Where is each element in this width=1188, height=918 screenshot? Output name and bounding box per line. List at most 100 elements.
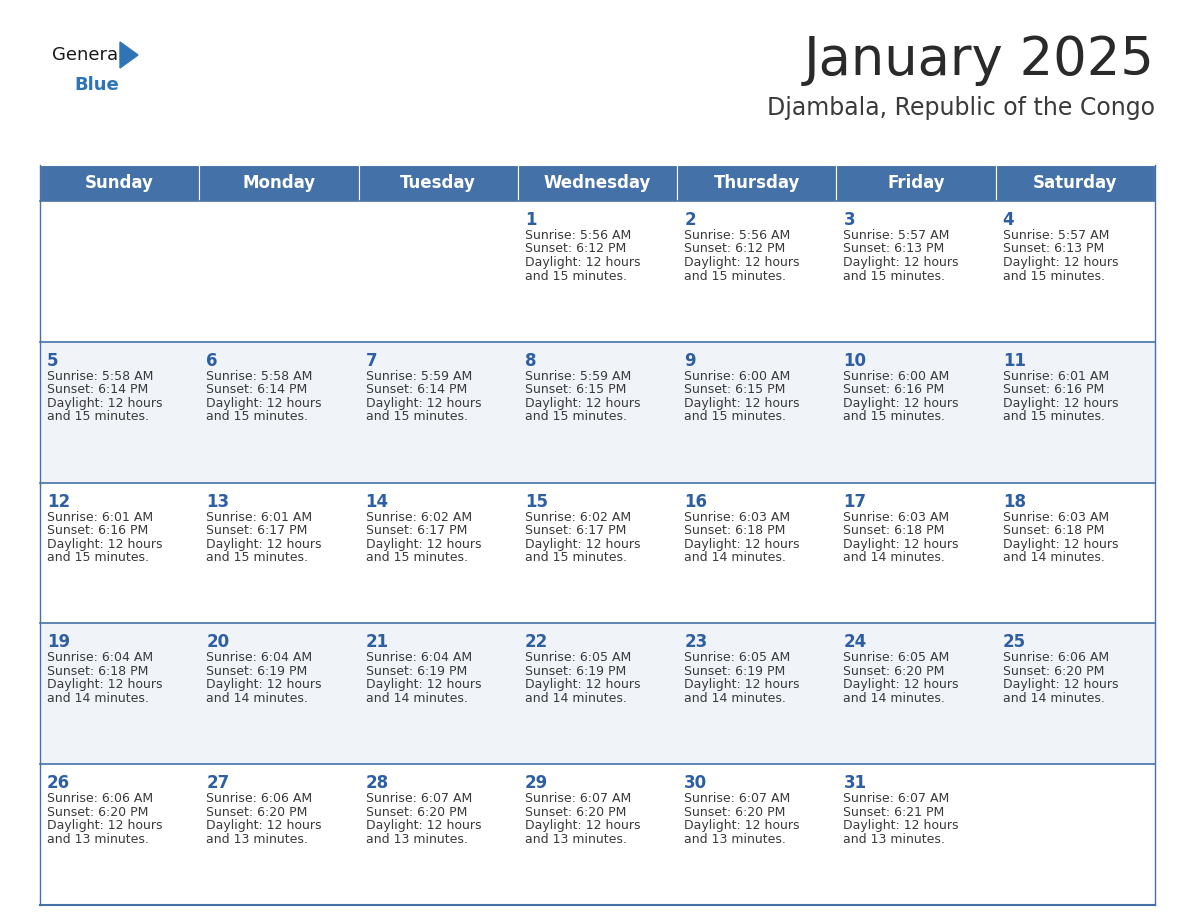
Text: Daylight: 12 hours: Daylight: 12 hours [684, 397, 800, 409]
Text: 24: 24 [843, 633, 867, 652]
Text: and 14 minutes.: and 14 minutes. [1003, 692, 1105, 705]
Text: Blue: Blue [74, 76, 119, 94]
Text: 15: 15 [525, 493, 548, 510]
Text: and 13 minutes.: and 13 minutes. [843, 833, 946, 845]
Text: Sunset: 6:16 PM: Sunset: 6:16 PM [1003, 384, 1104, 397]
Text: 19: 19 [48, 633, 70, 652]
Text: Djambala, Republic of the Congo: Djambala, Republic of the Congo [767, 96, 1155, 120]
Text: and 15 minutes.: and 15 minutes. [843, 410, 946, 423]
Text: Daylight: 12 hours: Daylight: 12 hours [684, 538, 800, 551]
Text: and 14 minutes.: and 14 minutes. [1003, 551, 1105, 564]
Text: Sunrise: 6:06 AM: Sunrise: 6:06 AM [48, 792, 153, 805]
Text: and 14 minutes.: and 14 minutes. [843, 692, 946, 705]
Bar [40, 483, 1155, 623]
Text: Sunrise: 6:05 AM: Sunrise: 6:05 AM [684, 652, 790, 665]
Text: and 15 minutes.: and 15 minutes. [48, 410, 148, 423]
Text: Sunrise: 5:56 AM: Sunrise: 5:56 AM [525, 229, 631, 242]
Text: and 15 minutes.: and 15 minutes. [525, 410, 627, 423]
Text: Sunrise: 5:56 AM: Sunrise: 5:56 AM [684, 229, 790, 242]
Text: Sunrise: 5:57 AM: Sunrise: 5:57 AM [1003, 229, 1110, 242]
Text: Tuesday: Tuesday [400, 174, 476, 192]
Text: and 15 minutes.: and 15 minutes. [843, 270, 946, 283]
Bar [677, 165, 836, 201]
Text: and 15 minutes.: and 15 minutes. [207, 551, 308, 564]
Text: Daylight: 12 hours: Daylight: 12 hours [843, 538, 959, 551]
Text: 11: 11 [1003, 352, 1025, 370]
Text: 31: 31 [843, 774, 866, 792]
Text: 27: 27 [207, 774, 229, 792]
Text: 23: 23 [684, 633, 707, 652]
Text: and 13 minutes.: and 13 minutes. [525, 833, 627, 845]
Text: Sunrise: 6:04 AM: Sunrise: 6:04 AM [48, 652, 153, 665]
Text: and 14 minutes.: and 14 minutes. [207, 692, 308, 705]
Text: 9: 9 [684, 352, 696, 370]
Text: Sunset: 6:15 PM: Sunset: 6:15 PM [525, 384, 626, 397]
Text: Sunset: 6:19 PM: Sunset: 6:19 PM [525, 665, 626, 677]
Text: Daylight: 12 hours: Daylight: 12 hours [1003, 256, 1118, 269]
Text: Thursday: Thursday [714, 174, 800, 192]
Bar [40, 165, 200, 201]
Text: General: General [52, 46, 124, 64]
Text: and 14 minutes.: and 14 minutes. [684, 551, 786, 564]
Text: Sunrise: 6:06 AM: Sunrise: 6:06 AM [1003, 652, 1108, 665]
Text: 17: 17 [843, 493, 866, 510]
Text: and 14 minutes.: and 14 minutes. [366, 692, 467, 705]
Text: Sunrise: 6:02 AM: Sunrise: 6:02 AM [366, 510, 472, 523]
Text: Sunrise: 5:58 AM: Sunrise: 5:58 AM [48, 370, 153, 383]
Text: Sunset: 6:20 PM: Sunset: 6:20 PM [525, 806, 626, 819]
Text: Sunset: 6:14 PM: Sunset: 6:14 PM [366, 384, 467, 397]
Bar [40, 623, 1155, 764]
Text: 26: 26 [48, 774, 70, 792]
Text: Sunset: 6:18 PM: Sunset: 6:18 PM [1003, 524, 1104, 537]
Text: 8: 8 [525, 352, 536, 370]
Text: 14: 14 [366, 493, 388, 510]
Text: Sunrise: 6:01 AM: Sunrise: 6:01 AM [48, 510, 153, 523]
Text: Daylight: 12 hours: Daylight: 12 hours [1003, 678, 1118, 691]
Text: Sunrise: 6:03 AM: Sunrise: 6:03 AM [684, 510, 790, 523]
Bar [836, 165, 996, 201]
Text: Daylight: 12 hours: Daylight: 12 hours [684, 819, 800, 833]
Text: Daylight: 12 hours: Daylight: 12 hours [366, 678, 481, 691]
Text: Sunset: 6:18 PM: Sunset: 6:18 PM [843, 524, 944, 537]
Text: Daylight: 12 hours: Daylight: 12 hours [366, 819, 481, 833]
Text: Sunset: 6:14 PM: Sunset: 6:14 PM [48, 384, 148, 397]
Text: Sunset: 6:18 PM: Sunset: 6:18 PM [48, 665, 148, 677]
Text: Daylight: 12 hours: Daylight: 12 hours [843, 819, 959, 833]
Text: and 15 minutes.: and 15 minutes. [207, 410, 308, 423]
Text: and 15 minutes.: and 15 minutes. [1003, 270, 1105, 283]
Text: 16: 16 [684, 493, 707, 510]
Polygon shape [120, 42, 138, 68]
Text: Sunrise: 6:07 AM: Sunrise: 6:07 AM [366, 792, 472, 805]
Bar [40, 764, 1155, 905]
Text: Monday: Monday [242, 174, 316, 192]
Text: 1: 1 [525, 211, 536, 229]
Text: Daylight: 12 hours: Daylight: 12 hours [843, 678, 959, 691]
Text: and 15 minutes.: and 15 minutes. [684, 410, 786, 423]
Text: Sunrise: 6:06 AM: Sunrise: 6:06 AM [207, 792, 312, 805]
Text: Sunset: 6:20 PM: Sunset: 6:20 PM [1003, 665, 1104, 677]
Text: Daylight: 12 hours: Daylight: 12 hours [48, 819, 163, 833]
Text: Sunrise: 6:00 AM: Sunrise: 6:00 AM [684, 370, 790, 383]
Text: Daylight: 12 hours: Daylight: 12 hours [525, 256, 640, 269]
Text: Daylight: 12 hours: Daylight: 12 hours [48, 397, 163, 409]
Text: Wednesday: Wednesday [544, 174, 651, 192]
Text: Sunset: 6:19 PM: Sunset: 6:19 PM [366, 665, 467, 677]
Text: 29: 29 [525, 774, 548, 792]
Text: Sunrise: 6:03 AM: Sunrise: 6:03 AM [843, 510, 949, 523]
Text: 6: 6 [207, 352, 217, 370]
Text: Sunrise: 6:04 AM: Sunrise: 6:04 AM [207, 652, 312, 665]
Text: and 15 minutes.: and 15 minutes. [684, 270, 786, 283]
Text: Daylight: 12 hours: Daylight: 12 hours [525, 819, 640, 833]
Text: 21: 21 [366, 633, 388, 652]
Text: Saturday: Saturday [1034, 174, 1118, 192]
Text: Sunset: 6:19 PM: Sunset: 6:19 PM [684, 665, 785, 677]
Text: Daylight: 12 hours: Daylight: 12 hours [684, 256, 800, 269]
Text: Daylight: 12 hours: Daylight: 12 hours [366, 538, 481, 551]
Text: Sunday: Sunday [86, 174, 154, 192]
Text: and 13 minutes.: and 13 minutes. [366, 833, 467, 845]
Text: and 15 minutes.: and 15 minutes. [366, 410, 468, 423]
Text: Sunrise: 6:04 AM: Sunrise: 6:04 AM [366, 652, 472, 665]
Text: Sunset: 6:12 PM: Sunset: 6:12 PM [525, 242, 626, 255]
Text: Sunrise: 6:07 AM: Sunrise: 6:07 AM [525, 792, 631, 805]
Text: Daylight: 12 hours: Daylight: 12 hours [525, 538, 640, 551]
